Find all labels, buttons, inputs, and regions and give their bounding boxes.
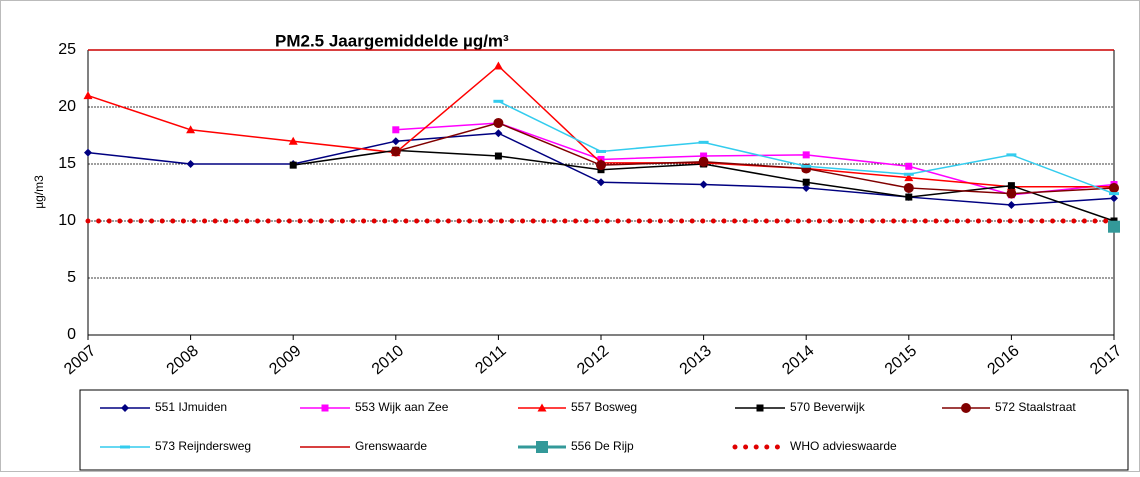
legend-label: 573 Reijndersweg bbox=[155, 439, 251, 453]
y-tick-label: 5 bbox=[67, 269, 76, 286]
legend-label: Grenswaarde bbox=[355, 439, 427, 453]
data-point bbox=[1006, 188, 1017, 199]
x-tick-label: 2015 bbox=[882, 342, 920, 378]
data-point bbox=[698, 140, 709, 144]
x-tick-label: 2008 bbox=[164, 342, 202, 378]
data-point bbox=[186, 125, 196, 134]
x-tick-label: 2010 bbox=[369, 342, 407, 378]
legend-box bbox=[79, 389, 1129, 471]
data-point bbox=[494, 152, 502, 160]
y-tick-label: 25 bbox=[58, 41, 76, 58]
data-point bbox=[493, 61, 503, 70]
data-point bbox=[801, 164, 812, 168]
legend-marker bbox=[120, 445, 130, 449]
x-tick-label: 2016 bbox=[984, 342, 1022, 378]
data-point bbox=[493, 99, 504, 103]
chart-title: PM2.5 Jaargemiddelde µg/m³ bbox=[275, 31, 509, 50]
legend-label: WHO advieswaarde bbox=[790, 439, 897, 453]
y-tick-label: 0 bbox=[67, 326, 76, 343]
legend-label: 570 Beverwijk bbox=[790, 400, 866, 414]
data-point bbox=[1007, 201, 1016, 210]
data-point bbox=[494, 129, 503, 138]
x-tick-label: 2011 bbox=[472, 342, 509, 377]
x-tick-label: 2009 bbox=[266, 342, 304, 378]
data-point bbox=[392, 126, 400, 134]
legend-marker bbox=[321, 404, 329, 412]
data-point bbox=[596, 160, 606, 171]
data-point bbox=[1109, 192, 1119, 196]
x-tick-label: 2012 bbox=[574, 342, 612, 378]
data-point bbox=[83, 91, 93, 100]
data-point bbox=[596, 149, 606, 153]
x-tick-label: 2013 bbox=[677, 342, 715, 378]
data-point bbox=[903, 182, 914, 193]
data-point bbox=[84, 148, 92, 157]
data-point bbox=[1109, 182, 1119, 193]
legend-marker bbox=[756, 404, 764, 412]
data-point bbox=[1007, 182, 1015, 190]
data-point bbox=[802, 178, 810, 186]
x-tick-label: 2014 bbox=[779, 342, 817, 378]
data-point bbox=[905, 193, 913, 201]
data-point bbox=[391, 137, 400, 146]
x-tick-label: 2017 bbox=[1087, 342, 1125, 378]
legend-marker bbox=[121, 404, 129, 412]
series-line bbox=[395, 122, 1115, 195]
data-point bbox=[802, 183, 811, 192]
data-point bbox=[1108, 220, 1120, 233]
data-point bbox=[289, 161, 297, 169]
x-tick-label: 2007 bbox=[61, 342, 99, 378]
data-point bbox=[1006, 153, 1017, 157]
data-point bbox=[1110, 194, 1118, 203]
data-point bbox=[390, 146, 401, 157]
legend-label: 556 De Rijp bbox=[571, 439, 634, 453]
data-point bbox=[493, 117, 504, 128]
data-point bbox=[700, 152, 708, 160]
data-point bbox=[186, 160, 195, 168]
legend-label: 551 IJmuiden bbox=[155, 400, 227, 414]
legend-label: 572 Staalstraat bbox=[995, 400, 1076, 414]
data-point bbox=[802, 151, 810, 159]
legend-marker bbox=[536, 441, 548, 453]
data-point bbox=[698, 156, 709, 167]
legend-marker bbox=[537, 403, 547, 412]
y-tick-label: 15 bbox=[58, 155, 76, 172]
legend-label: 557 Bosweg bbox=[571, 400, 637, 414]
series-line bbox=[395, 122, 1115, 196]
data-point bbox=[288, 136, 298, 145]
legend-marker bbox=[961, 403, 971, 413]
data-point bbox=[903, 172, 914, 176]
data-point bbox=[904, 173, 914, 182]
data-point bbox=[597, 178, 605, 187]
y-tick-label: 20 bbox=[58, 98, 76, 115]
y-axis-label: µg/m3 bbox=[32, 175, 46, 209]
data-point bbox=[905, 162, 913, 170]
y-tick-label: 10 bbox=[58, 212, 76, 229]
legend-label: 553 Wijk aan Zee bbox=[355, 400, 449, 414]
data-point bbox=[699, 180, 708, 189]
